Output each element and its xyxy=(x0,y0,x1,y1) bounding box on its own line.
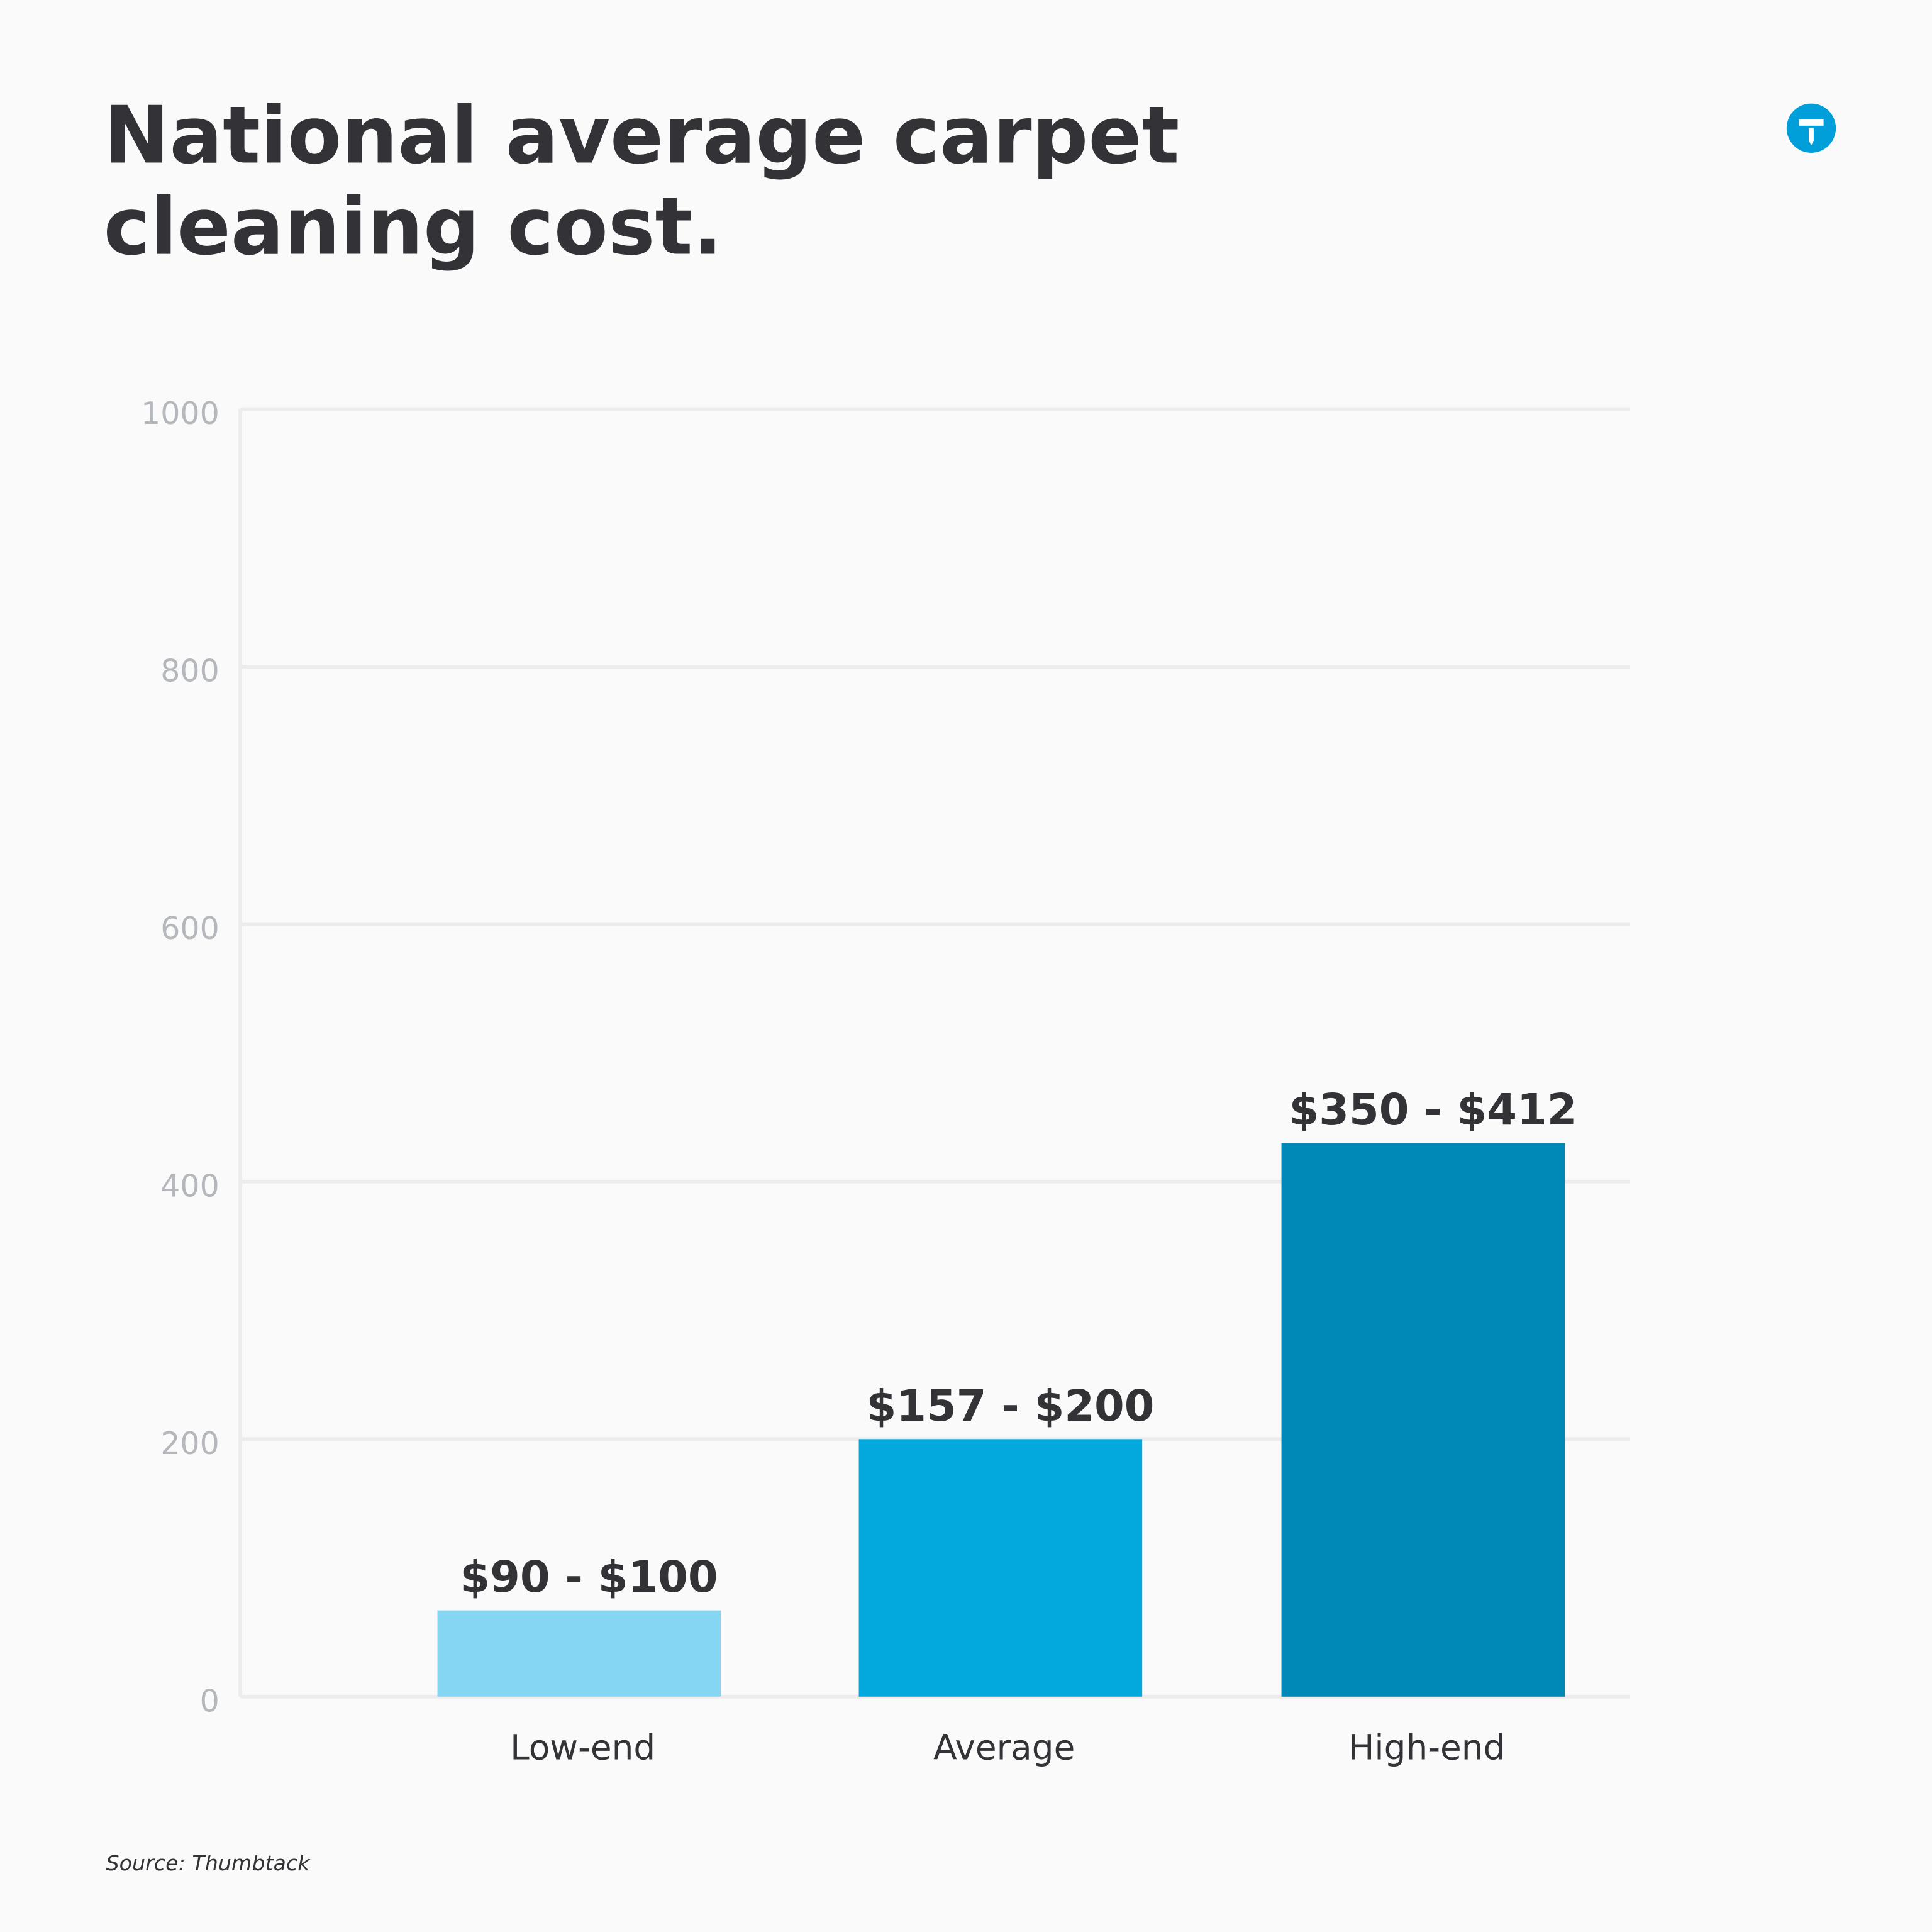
data-label: $350 - $412 xyxy=(1289,1085,1577,1135)
y-tick-label: 400 xyxy=(160,1168,219,1204)
data-label: $157 - $200 xyxy=(867,1381,1155,1431)
y-tick-label: 200 xyxy=(160,1426,219,1462)
chart-title-line-1: National average carpet xyxy=(104,90,1180,182)
chart-title-line-2: cleaning cost. xyxy=(104,181,723,273)
x-category-label: Average xyxy=(933,1728,1075,1768)
x-category-label: High-end xyxy=(1348,1728,1505,1768)
y-tick-label: 600 xyxy=(160,911,219,947)
y-tick-label: 800 xyxy=(160,653,219,689)
bar-average xyxy=(858,1439,1143,1697)
source-note: Source: Thumbtack xyxy=(106,1851,311,1875)
y-tick-label: 1000 xyxy=(141,396,219,431)
data-label: $90 - $100 xyxy=(460,1552,718,1602)
bar-low-end xyxy=(437,1610,721,1697)
x-category-label: Low-end xyxy=(510,1728,655,1768)
y-tick-label: 0 xyxy=(200,1683,219,1719)
thumbtack-logo-icon xyxy=(1786,103,1836,153)
bar-high-end xyxy=(1281,1143,1565,1697)
